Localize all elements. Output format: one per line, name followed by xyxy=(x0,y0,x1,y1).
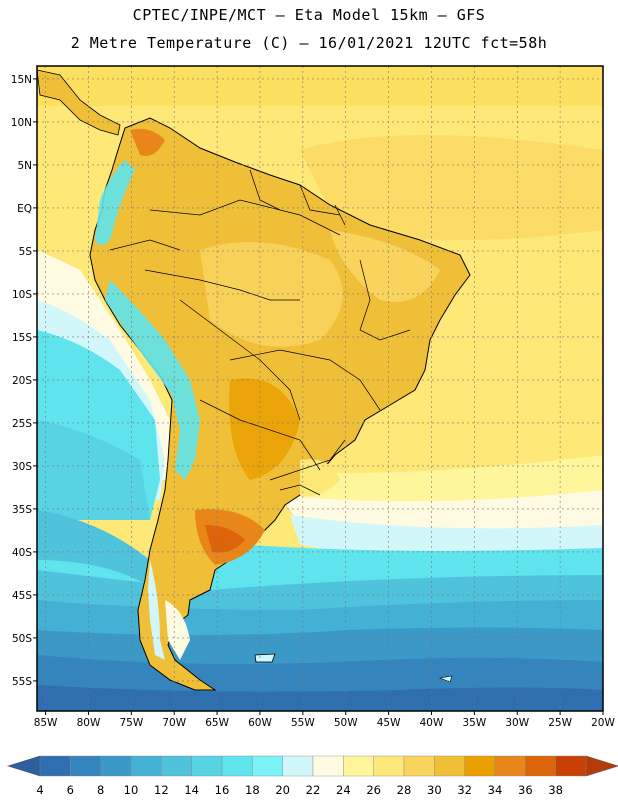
lat-label: 30S xyxy=(12,461,32,473)
lat-label: 10S xyxy=(12,289,32,301)
colorbar-label: 6 xyxy=(67,783,74,797)
map-title-line2: 2 Metre Temperature (C) – 16/01/2021 12U… xyxy=(70,34,548,52)
map-title-line1: CPTEC/INPE/MCT – Eta Model 15km – GFS xyxy=(132,6,486,24)
lat-label: 15N xyxy=(11,74,32,86)
lon-label: 70W xyxy=(162,717,186,729)
lon-label: 55W xyxy=(291,717,315,729)
lat-label: 25S xyxy=(12,418,32,430)
lat-label: EQ xyxy=(17,203,32,215)
colorbar-label: 14 xyxy=(184,783,199,797)
colorbar-swatch xyxy=(191,755,223,777)
lon-label: 30W xyxy=(505,717,529,729)
country-borders xyxy=(109,169,411,496)
lon-label: 65W xyxy=(205,717,229,729)
colorbar-label: 16 xyxy=(215,783,230,797)
lon-label: 45W xyxy=(377,717,401,729)
lat-label: 5S xyxy=(19,246,33,258)
colorbar-swatch xyxy=(282,755,314,777)
colorbar-label: 10 xyxy=(124,783,139,797)
colorbar-swatch xyxy=(464,755,496,777)
axis-ticks xyxy=(33,78,604,715)
colorbar-swatch xyxy=(555,755,587,777)
colorbar-swatch xyxy=(161,755,192,777)
latitude-labels: 15N 10N 5N EQ 5S 10S 15S 20S 25S 30S 35S 40S 45S 50S 5… xyxy=(11,74,33,688)
lat-label: 5N xyxy=(17,160,32,172)
colorbar-label: 30 xyxy=(427,783,442,797)
colorbar-label: 22 xyxy=(306,783,321,797)
colorbar-swatch xyxy=(221,755,253,777)
colorbar-label: 20 xyxy=(275,783,290,797)
lon-label: 50W xyxy=(334,717,358,729)
lat-label: 40S xyxy=(12,547,32,559)
colorbar-low-arrow xyxy=(6,755,41,777)
colorbar-swatch xyxy=(39,755,71,777)
colorbar-swatch xyxy=(252,755,283,777)
colorbar-swatch xyxy=(494,755,526,777)
colorbar-label: 24 xyxy=(336,783,351,797)
colorbar-label: 38 xyxy=(548,783,563,797)
colorbar-swatch xyxy=(373,755,405,777)
colorbar-label: 34 xyxy=(488,783,503,797)
lat-label: 10N xyxy=(11,117,32,129)
lon-label: 40W xyxy=(420,717,444,729)
lat-label: 20S xyxy=(12,375,32,387)
colorbar: 4 6 8 10 12 14 16 18 20 22 24 26 28 30 32 34 36 38 xyxy=(6,755,618,797)
colorbar-swatch xyxy=(434,755,465,777)
colorbar-swatch xyxy=(130,755,162,777)
map-gridlines xyxy=(37,66,603,711)
lat-label: 55S xyxy=(12,676,32,688)
lon-label: 85W xyxy=(34,717,58,729)
colorbar-label: 26 xyxy=(366,783,381,797)
longitude-labels: 85W 80W 75W 70W 65W 60W 55W 50W 45W 40W 35W 30W 25W 2… xyxy=(34,717,616,729)
colorbar-label: 36 xyxy=(518,783,533,797)
lon-label: 20W xyxy=(591,717,615,729)
colorbar-label: 28 xyxy=(397,783,412,797)
lat-label: 15S xyxy=(12,332,32,344)
colorbar-high-arrow xyxy=(585,755,618,777)
colorbar-label: 18 xyxy=(245,783,260,797)
lon-label: 35W xyxy=(462,717,486,729)
colorbar-swatch xyxy=(70,755,101,777)
colorbar-label: 4 xyxy=(36,783,43,797)
lon-label: 80W xyxy=(77,717,101,729)
lon-label: 25W xyxy=(548,717,572,729)
colorbar-swatch xyxy=(343,755,374,777)
colorbar-swatch xyxy=(403,755,435,777)
colorbar-swatch xyxy=(525,755,556,777)
lon-label: 60W xyxy=(248,717,272,729)
colorbar-swatch xyxy=(312,755,344,777)
colorbar-label: 8 xyxy=(97,783,104,797)
map-area xyxy=(37,66,603,711)
lat-label: 35S xyxy=(12,504,32,516)
lat-label: 45S xyxy=(12,590,32,602)
colorbar-label: 32 xyxy=(457,783,472,797)
colorbar-swatch xyxy=(100,755,132,777)
lon-label: 75W xyxy=(119,717,143,729)
colorbar-label: 12 xyxy=(154,783,169,797)
map-frame xyxy=(36,65,604,712)
lat-label: 50S xyxy=(12,633,32,645)
